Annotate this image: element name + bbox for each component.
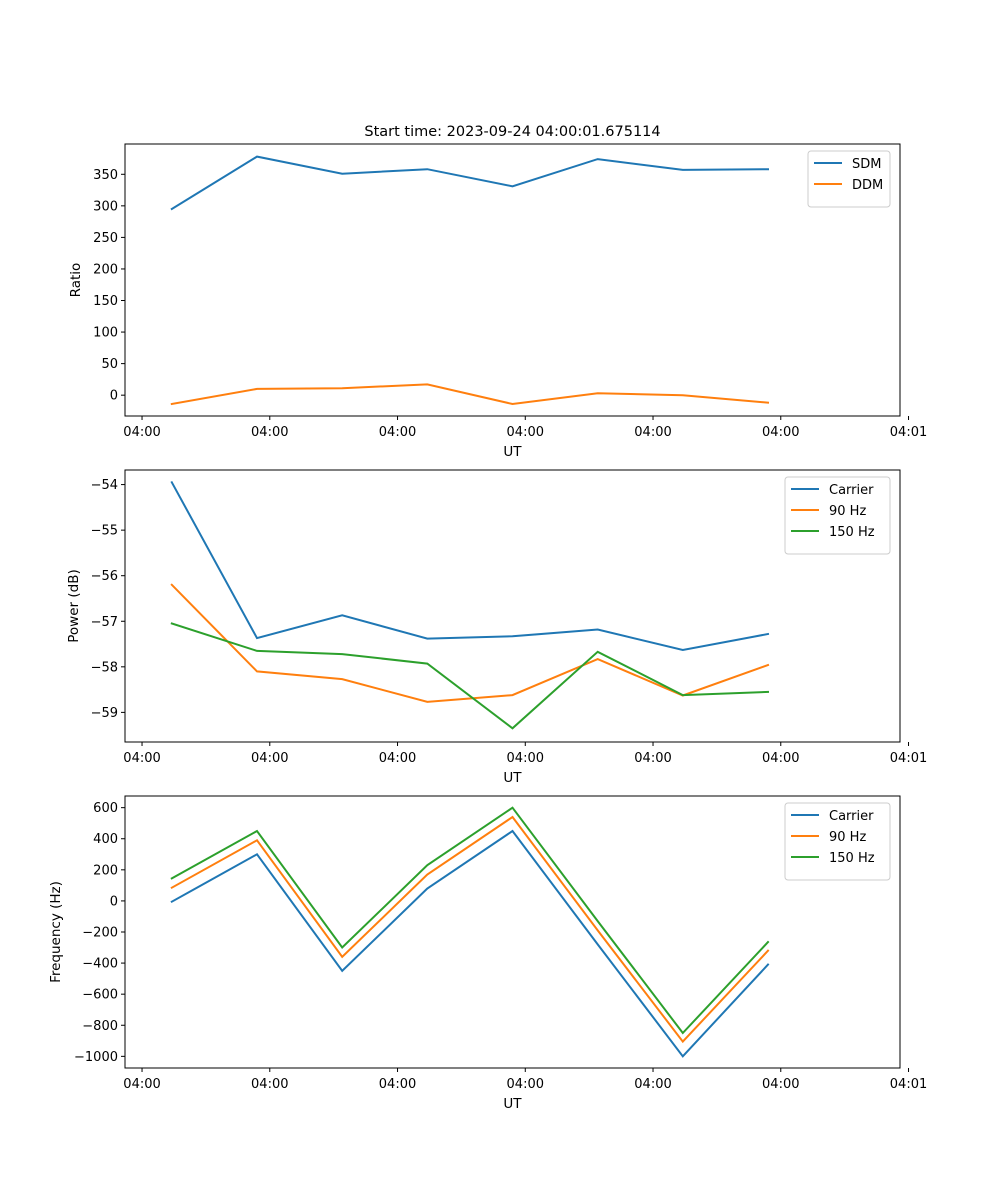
frequency-y-tick-label: −600 xyxy=(82,988,118,1003)
power-y-axis-label: Power (dB) xyxy=(66,569,82,642)
ratio-x-tick-label: 04:01 xyxy=(890,425,927,440)
frequency-x-tick-label: 04:00 xyxy=(507,1077,544,1092)
power-y-tick-label: −58 xyxy=(91,660,118,675)
ratio-x-tick-label: 04:00 xyxy=(762,425,799,440)
power-series-150-hz-line xyxy=(170,622,770,730)
power-series-carrier-line xyxy=(170,480,770,652)
frequency-legend-box xyxy=(784,802,891,881)
power-legend: Carrier 90 Hz 150 Hz xyxy=(784,476,891,555)
power-x-tick-label: 04:00 xyxy=(507,751,544,766)
ratio-legend: SDM DDM xyxy=(807,150,891,208)
frequency-x-tick-label: 04:00 xyxy=(123,1077,160,1092)
frequency-x-tick-label: 04:00 xyxy=(634,1077,671,1092)
frequency-y-tick-label: −800 xyxy=(82,1019,118,1034)
power-legend-label-carrier: Carrier xyxy=(829,483,874,498)
power-legend-box xyxy=(784,476,891,555)
frequency-series-150-hz-line xyxy=(170,806,770,1035)
ratio-y-tick-label: 50 xyxy=(101,357,118,372)
frequency-axes-frame xyxy=(124,795,901,1069)
power-x-tick-label: 04:01 xyxy=(890,751,927,766)
ratio-x-tick-label: 04:00 xyxy=(634,425,671,440)
power-panel: 04:00 04:00 04:00 04:00 04:00 04:00 04:01 −59 −5… xyxy=(66,469,927,786)
power-x-axis-label: UT xyxy=(503,770,522,786)
frequency-y-tick-label: −200 xyxy=(82,926,118,941)
power-x-tick-label: 04:00 xyxy=(762,751,799,766)
ratio-legend-box xyxy=(807,150,891,208)
power-y-tick-label: −57 xyxy=(91,615,118,630)
figure-title: Start time: 2023-09-24 04:00:01.675114 xyxy=(364,124,660,140)
frequency-x-tick-label: 04:01 xyxy=(890,1077,927,1092)
frequency-y-tick-label: −400 xyxy=(82,957,118,972)
frequency-legend-label-90-hz: 90 Hz xyxy=(829,830,866,845)
ratio-x-tick-label: 04:00 xyxy=(123,425,160,440)
ratio-legend-label-ddm: DDM xyxy=(852,178,883,193)
frequency-series-90-hz-line xyxy=(170,815,770,1044)
power-legend-label-90-hz: 90 Hz xyxy=(829,504,866,519)
ratio-axes-frame xyxy=(124,143,901,417)
power-axes-frame xyxy=(124,469,901,743)
ratio-y-tick-label: 0 xyxy=(110,389,118,404)
ratio-y-tick-label: 100 xyxy=(93,326,118,341)
ratio-series-sdm-line xyxy=(170,155,770,211)
ratio-x-tick-label: 04:00 xyxy=(507,425,544,440)
ratio-legend-label-sdm: SDM xyxy=(852,157,881,172)
ratio-y-tick-label: 300 xyxy=(93,199,118,214)
power-x-tick-label: 04:00 xyxy=(251,751,288,766)
frequency-x-tick-label: 04:00 xyxy=(762,1077,799,1092)
ratio-y-axis-label: Ratio xyxy=(68,263,84,298)
power-y-tick-label: −54 xyxy=(91,478,118,493)
frequency-panel: 04:00 04:00 04:00 04:00 04:00 04:00 04:01 −1000… xyxy=(48,795,927,1112)
power-y-tick-label: −59 xyxy=(91,706,118,721)
frequency-x-axis-label: UT xyxy=(503,1096,522,1112)
frequency-x-tick-label: 04:00 xyxy=(379,1077,416,1092)
frequency-legend-label-carrier: Carrier xyxy=(829,809,874,824)
ratio-x-axis-label: UT xyxy=(503,444,522,460)
ratio-y-tick-label: 350 xyxy=(93,168,118,183)
power-x-tick-label: 04:00 xyxy=(634,751,671,766)
ratio-y-tick-label: 250 xyxy=(93,231,118,246)
ratio-series-ddm-line xyxy=(170,383,770,406)
frequency-y-tick-label: 400 xyxy=(93,832,118,847)
ratio-y-tick-label: 150 xyxy=(93,294,118,309)
frequency-y-tick-label: −1000 xyxy=(74,1050,118,1065)
frequency-series-carrier-line xyxy=(170,829,770,1058)
power-legend-label-150-hz: 150 Hz xyxy=(829,525,875,540)
ratio-panel: 04:00 04:00 04:00 04:00 04:00 04:00 04:01 0 50 10… xyxy=(68,143,927,460)
ratio-x-tick-label: 04:00 xyxy=(251,425,288,440)
ratio-y-tick-label: 200 xyxy=(93,262,118,277)
power-series-90-hz-line xyxy=(170,583,770,703)
ratio-x-tick-label: 04:00 xyxy=(379,425,416,440)
frequency-y-tick-label: 0 xyxy=(110,894,118,909)
power-y-tick-label: −55 xyxy=(91,524,118,539)
frequency-y-tick-label: 600 xyxy=(93,801,118,816)
power-x-tick-label: 04:00 xyxy=(379,751,416,766)
frequency-legend: Carrier 90 Hz 150 Hz xyxy=(784,802,891,881)
power-x-tick-label: 04:00 xyxy=(123,751,160,766)
frequency-legend-label-150-hz: 150 Hz xyxy=(829,851,875,866)
frequency-y-tick-label: 200 xyxy=(93,863,118,878)
frequency-x-tick-label: 04:00 xyxy=(251,1077,288,1092)
power-y-tick-label: −56 xyxy=(91,569,118,584)
frequency-y-axis-label: Frequency (Hz) xyxy=(48,881,64,983)
